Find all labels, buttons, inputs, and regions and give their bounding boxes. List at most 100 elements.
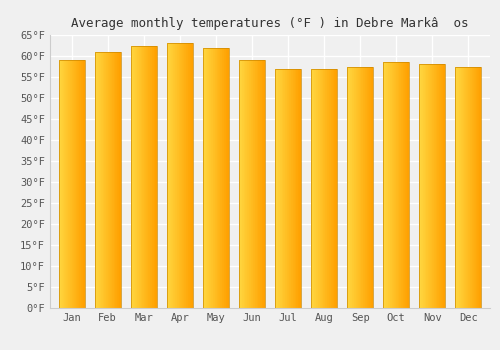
- Bar: [109, 52, 110, 308]
- Bar: [428, 64, 429, 308]
- Bar: [205, 48, 206, 308]
- Bar: [149, 46, 150, 308]
- Bar: [258, 60, 259, 308]
- Bar: [152, 46, 153, 308]
- Bar: [78, 60, 79, 308]
- Bar: [118, 52, 119, 308]
- Bar: [385, 62, 386, 308]
- Bar: [324, 69, 325, 308]
- Bar: [279, 69, 280, 308]
- Bar: [209, 48, 210, 308]
- Bar: [212, 48, 214, 308]
- Bar: [434, 64, 435, 308]
- Bar: [439, 64, 440, 308]
- Bar: [58, 60, 59, 308]
- Bar: [478, 66, 479, 308]
- Bar: [223, 48, 224, 308]
- Bar: [386, 62, 387, 308]
- Bar: [318, 69, 319, 308]
- Bar: [333, 69, 334, 308]
- Bar: [435, 64, 436, 308]
- Bar: [465, 66, 466, 308]
- Bar: [280, 69, 281, 308]
- Bar: [245, 60, 246, 308]
- Bar: [440, 64, 441, 308]
- Bar: [168, 43, 169, 308]
- Bar: [476, 66, 477, 308]
- Bar: [323, 69, 324, 308]
- Bar: [116, 52, 117, 308]
- Bar: [430, 64, 431, 308]
- Bar: [320, 69, 321, 308]
- Bar: [296, 69, 297, 308]
- Bar: [475, 66, 476, 308]
- Bar: [67, 60, 68, 308]
- Bar: [131, 46, 132, 308]
- Bar: [63, 60, 64, 308]
- Bar: [426, 64, 427, 308]
- Bar: [286, 69, 287, 308]
- Bar: [472, 66, 473, 308]
- Bar: [398, 62, 399, 308]
- Bar: [75, 60, 76, 308]
- Bar: [294, 69, 295, 308]
- Bar: [69, 60, 70, 308]
- Bar: [361, 66, 362, 308]
- Bar: [94, 52, 120, 308]
- Bar: [347, 66, 373, 308]
- Bar: [210, 48, 212, 308]
- Bar: [360, 66, 361, 308]
- Bar: [73, 60, 74, 308]
- Bar: [404, 62, 406, 308]
- Bar: [332, 69, 333, 308]
- Bar: [151, 46, 152, 308]
- Bar: [297, 69, 298, 308]
- Bar: [226, 48, 227, 308]
- Bar: [261, 60, 262, 308]
- Bar: [277, 69, 278, 308]
- Bar: [429, 64, 430, 308]
- Bar: [106, 52, 107, 308]
- Bar: [395, 62, 396, 308]
- Bar: [80, 60, 81, 308]
- Bar: [167, 43, 193, 308]
- Bar: [94, 52, 96, 308]
- Bar: [132, 46, 134, 308]
- Bar: [275, 69, 301, 308]
- Bar: [255, 60, 256, 308]
- Bar: [100, 52, 101, 308]
- Bar: [387, 62, 388, 308]
- Bar: [105, 52, 106, 308]
- Bar: [181, 43, 182, 308]
- Bar: [357, 66, 358, 308]
- Bar: [397, 62, 398, 308]
- Bar: [65, 60, 66, 308]
- Bar: [242, 60, 243, 308]
- Bar: [278, 69, 279, 308]
- Bar: [321, 69, 322, 308]
- Bar: [402, 62, 403, 308]
- Bar: [462, 66, 463, 308]
- Bar: [363, 66, 364, 308]
- Bar: [433, 64, 434, 308]
- Bar: [311, 69, 312, 308]
- Bar: [408, 62, 409, 308]
- Bar: [64, 60, 65, 308]
- Bar: [134, 46, 136, 308]
- Bar: [239, 60, 265, 308]
- Bar: [285, 69, 286, 308]
- Bar: [262, 60, 263, 308]
- Bar: [167, 43, 168, 308]
- Bar: [391, 62, 392, 308]
- Bar: [389, 62, 390, 308]
- Bar: [190, 43, 191, 308]
- Bar: [225, 48, 226, 308]
- Bar: [221, 48, 222, 308]
- Bar: [72, 60, 73, 308]
- Bar: [187, 43, 188, 308]
- Bar: [478, 66, 480, 308]
- Bar: [70, 60, 71, 308]
- Bar: [178, 43, 179, 308]
- Bar: [473, 66, 474, 308]
- Bar: [334, 69, 335, 308]
